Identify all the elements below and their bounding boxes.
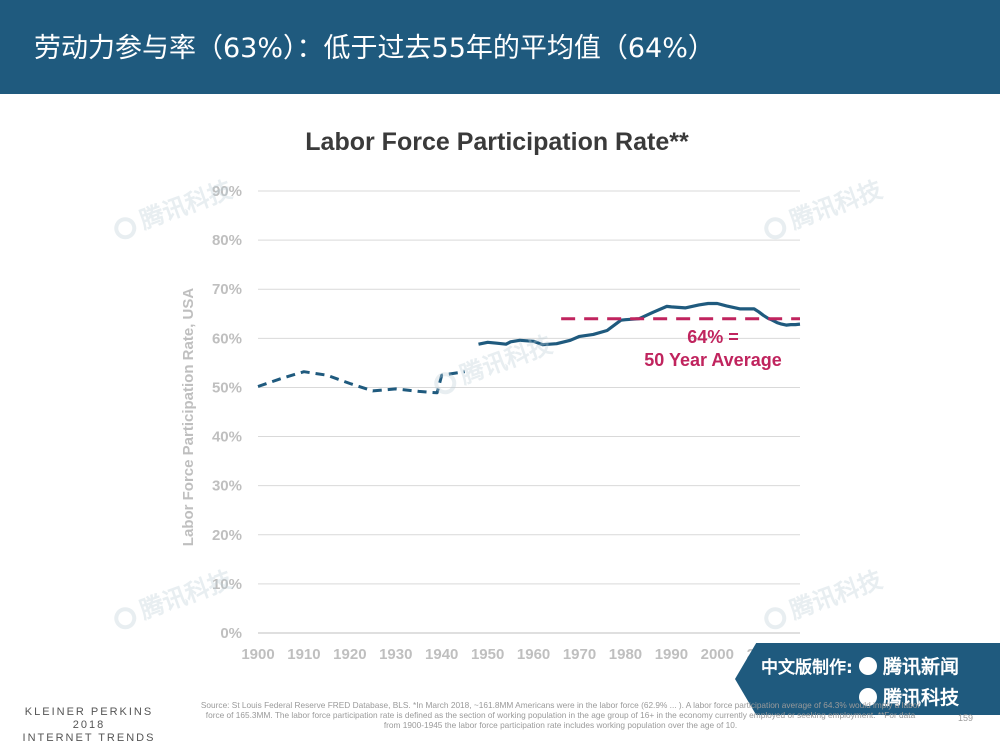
brand-line2: 2018 — [72, 719, 106, 731]
y-tick-label: 0% — [220, 625, 242, 642]
y-tick-label: 30% — [212, 478, 242, 495]
source-footnote: Source: St Louis Federal Reserve FRED Da… — [200, 700, 921, 730]
x-tick-label: 2000 — [701, 646, 734, 663]
x-tick-label: 1930 — [379, 646, 412, 663]
y-tick-label: 40% — [212, 429, 242, 446]
y-tick-label: 10% — [212, 576, 242, 593]
y-tick-label: 20% — [212, 527, 242, 544]
average-annotation-label: 50 Year Average — [644, 350, 781, 370]
y-axis-label: Labor Force Participation Rate, USA — [180, 288, 197, 547]
page-title: 劳动力参与率（63%）：低于过去55年的平均值（64%） — [34, 33, 715, 64]
x-tick-label: 1910 — [287, 646, 320, 663]
y-tick-label: 80% — [212, 232, 242, 249]
average-annotation-value: 64% = — [687, 327, 739, 347]
y-tick-label: 60% — [212, 330, 242, 347]
y-tick-label: 90% — [212, 183, 242, 200]
y-tick-label: 50% — [212, 379, 242, 396]
badge-tencent-tech: 腾讯科技 — [859, 683, 959, 710]
credit-badge: 中文版制作: 腾讯新闻 腾讯科技 — [735, 643, 1000, 715]
brand-logo: KLEINER PERKINS 2018 INTERNET TRENDS — [14, 706, 164, 745]
x-tick-label: 1900 — [241, 646, 274, 663]
badge-tencent-news: 腾讯新闻 — [859, 652, 959, 679]
tencent-logo-icon — [859, 687, 877, 706]
badge-made-by: 中文版制作: — [761, 658, 853, 678]
x-tick-label: 1970 — [563, 646, 596, 663]
x-tick-label: 1920 — [333, 646, 366, 663]
brand-line3: INTERNET TRENDS — [22, 732, 156, 744]
labor-force-chart: Labor Force Participation Rate** Labor F… — [180, 128, 801, 663]
series-line-1948-2018 — [478, 301, 801, 347]
brand-line1: KLEINER PERKINS — [24, 706, 154, 718]
x-tick-label: 1940 — [425, 646, 458, 663]
series-line-1900-1945 — [257, 370, 465, 395]
x-tick-label: 1990 — [655, 646, 688, 663]
page-number: 159 — [958, 713, 974, 723]
x-tick-label: 1950 — [471, 646, 504, 663]
header-bar: 劳动力参与率（63%）：低于过去55年的平均值（64%） — [0, 0, 1000, 94]
y-tick-label: 70% — [212, 281, 242, 298]
x-tick-label: 1980 — [609, 646, 642, 663]
tencent-logo-icon — [859, 656, 877, 675]
x-tick-label: 1960 — [517, 646, 550, 663]
chart-title: Labor Force Participation Rate** — [305, 128, 689, 156]
